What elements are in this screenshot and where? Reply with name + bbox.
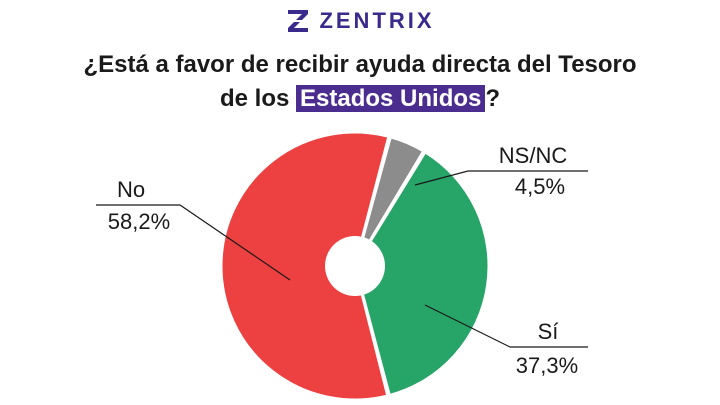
donut-hole <box>325 236 385 296</box>
title-line-2: de los Estados Unidos? <box>0 82 720 116</box>
leader-line-no <box>96 204 291 281</box>
title-line-2-post: ? <box>485 85 501 112</box>
label-no-value: 58,2% <box>108 209 170 234</box>
label-si-value: 37,3% <box>516 353 578 378</box>
leader-line-nsnc <box>414 170 588 186</box>
chart-title: ¿Está a favor de recibir ayuda directa d… <box>0 48 720 116</box>
slice-s <box>353 149 491 398</box>
zentrix-logo-icon <box>287 10 310 32</box>
brand-logo: ZENTRIX <box>0 8 720 34</box>
label-nsnc-value: 4,5% <box>515 174 565 199</box>
slice-no <box>219 130 391 402</box>
title-highlight: Estados Unidos <box>296 85 486 112</box>
label-nsnc-name: NS/NC <box>499 143 568 168</box>
leader-line-si <box>424 304 588 348</box>
label-no-name: No <box>117 177 145 202</box>
title-line-1: ¿Está a favor de recibir ayuda directa d… <box>83 51 637 78</box>
brand-name: ZENTRIX <box>319 8 435 33</box>
label-si-name: Sí <box>538 319 559 344</box>
title-line-2-pre: de los <box>219 85 296 112</box>
donut-slices <box>219 130 491 402</box>
slice-nsnc <box>353 134 426 267</box>
